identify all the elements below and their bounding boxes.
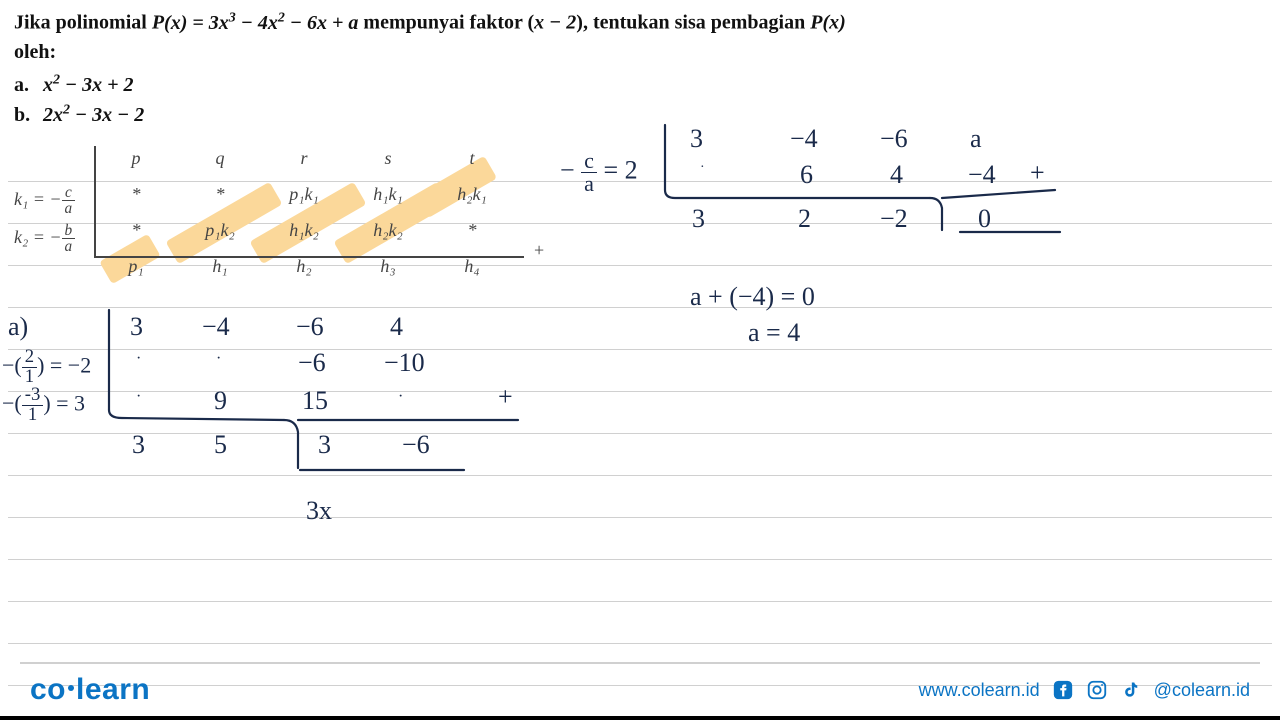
poly-Px: P(x) [810, 12, 846, 34]
opt-a-label: a. [14, 71, 38, 100]
factor: x − 2 [534, 12, 576, 34]
hw-eq2: a = 4 [748, 318, 800, 348]
problem-mid: mempunyai faktor ( [358, 12, 534, 34]
hw-k2: −(-31) = 3 [2, 386, 85, 424]
problem-text: Jika polinomial [14, 12, 152, 34]
problem-line2: oleh: [14, 38, 894, 67]
k2-label: k₂ = −ba [14, 218, 75, 256]
problem-statement: Jika polinomial P(x) = 3x3 − 4x2 − 6x + … [14, 8, 894, 130]
scheme-plus: + [534, 240, 544, 261]
footer-handle: @colearn.id [1154, 680, 1250, 701]
instagram-icon [1086, 679, 1108, 701]
brand-logo: colearn [30, 673, 150, 707]
hw-k-label: − ca = 2 [560, 150, 638, 195]
footer-url: www.colearn.id [919, 680, 1040, 701]
tiktok-icon [1120, 679, 1142, 701]
hw-part-a: a) [8, 312, 28, 342]
opt-b-label: b. [14, 101, 38, 130]
bottom-black-bar [0, 716, 1280, 720]
footer: colearn www.colearn.id @colearn.id [0, 666, 1280, 714]
poly-expr: (x) = 3x3 − 4x2 − 6x + a [164, 12, 358, 34]
scheme-table: p q r s t * * p₁k₁ h₁k₁ h₂k₁ * p₁k₂ h₁k₂… [94, 140, 514, 284]
poly-P: P [152, 12, 164, 34]
opt-a: x2 − 3x + 2 [43, 74, 134, 96]
footer-divider [20, 662, 1260, 664]
k1-label: k₁ = −ca [14, 180, 75, 218]
hw-eq1: a + (−4) = 0 [690, 282, 815, 312]
horner-scheme-diagram: k₁ = −ca k₂ = −ba + p q r s t * * p₁k₁ h… [14, 140, 514, 290]
hw-k1: −(21) = −2 [2, 348, 91, 386]
opt-b: 2x2 − 3x − 2 [43, 104, 144, 126]
facebook-icon [1052, 679, 1074, 701]
problem-post: ), tentukan sisa pembagian [576, 12, 810, 34]
hw-tail: 3x [306, 496, 332, 526]
